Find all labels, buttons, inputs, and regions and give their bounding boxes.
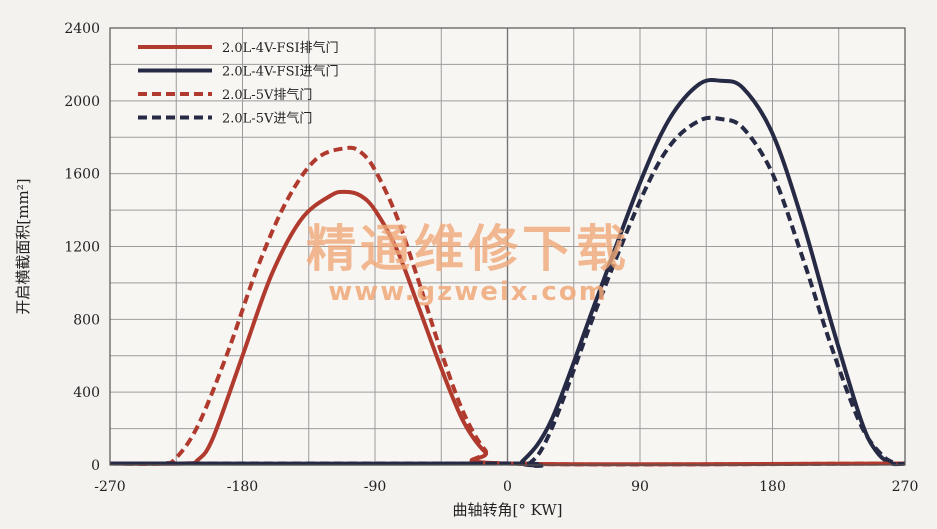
y-axis-title: 开启横截面积[mm²] — [14, 178, 32, 314]
x-tick-label: -180 — [227, 479, 258, 495]
x-tick-label: 180 — [759, 479, 786, 495]
x-tick-label: -270 — [94, 479, 125, 495]
x-tick-label: 270 — [892, 479, 919, 495]
legend: 2.0L-4V-FSI排气门 2.0L-4V-FSI进气门 2.0L-5V排气门 2.… — [138, 40, 339, 127]
watermark-chinese: 精通维修下载 — [306, 219, 630, 278]
series-line-3 — [109, 145, 906, 467]
y-tick-label: 1600 — [64, 167, 100, 183]
legend-label: 2.0L-4V-FSI进气门 — [222, 64, 339, 80]
axis-titles: 曲轴转角[° KW] 开启横截面积[mm²] — [14, 178, 563, 519]
y-tick-label: 0 — [91, 458, 100, 474]
x-tick-label: -90 — [364, 479, 387, 495]
legend-label: 2.0L-4V-FSI排气门 — [222, 40, 339, 56]
legend-label: 2.0L-5V进气门 — [222, 111, 312, 127]
y-tick-label: 2400 — [64, 21, 100, 37]
y-tick-label: 800 — [73, 312, 100, 328]
y-tick-label: 1200 — [64, 240, 100, 256]
series-line-4 — [109, 115, 906, 468]
x-tick-label: 0 — [503, 479, 512, 495]
plot-frame — [109, 27, 906, 466]
watermark-url: www.gzweix.com — [328, 277, 608, 307]
watermark: 精通维修下载 www.gzweix.com — [306, 219, 630, 307]
axes: -270 -180 -90 0 90 180 270 0 400 800 1200 1600 2000 2… — [64, 21, 918, 495]
x-axis-title: 曲轴转角[° KW] — [452, 501, 562, 519]
y-tick-label: 2000 — [64, 94, 100, 110]
y-tick-label: 400 — [73, 385, 100, 401]
x-tick-label: 90 — [631, 479, 649, 495]
legend-label: 2.0L-5V排气门 — [222, 87, 312, 103]
series-line-1 — [109, 189, 906, 467]
